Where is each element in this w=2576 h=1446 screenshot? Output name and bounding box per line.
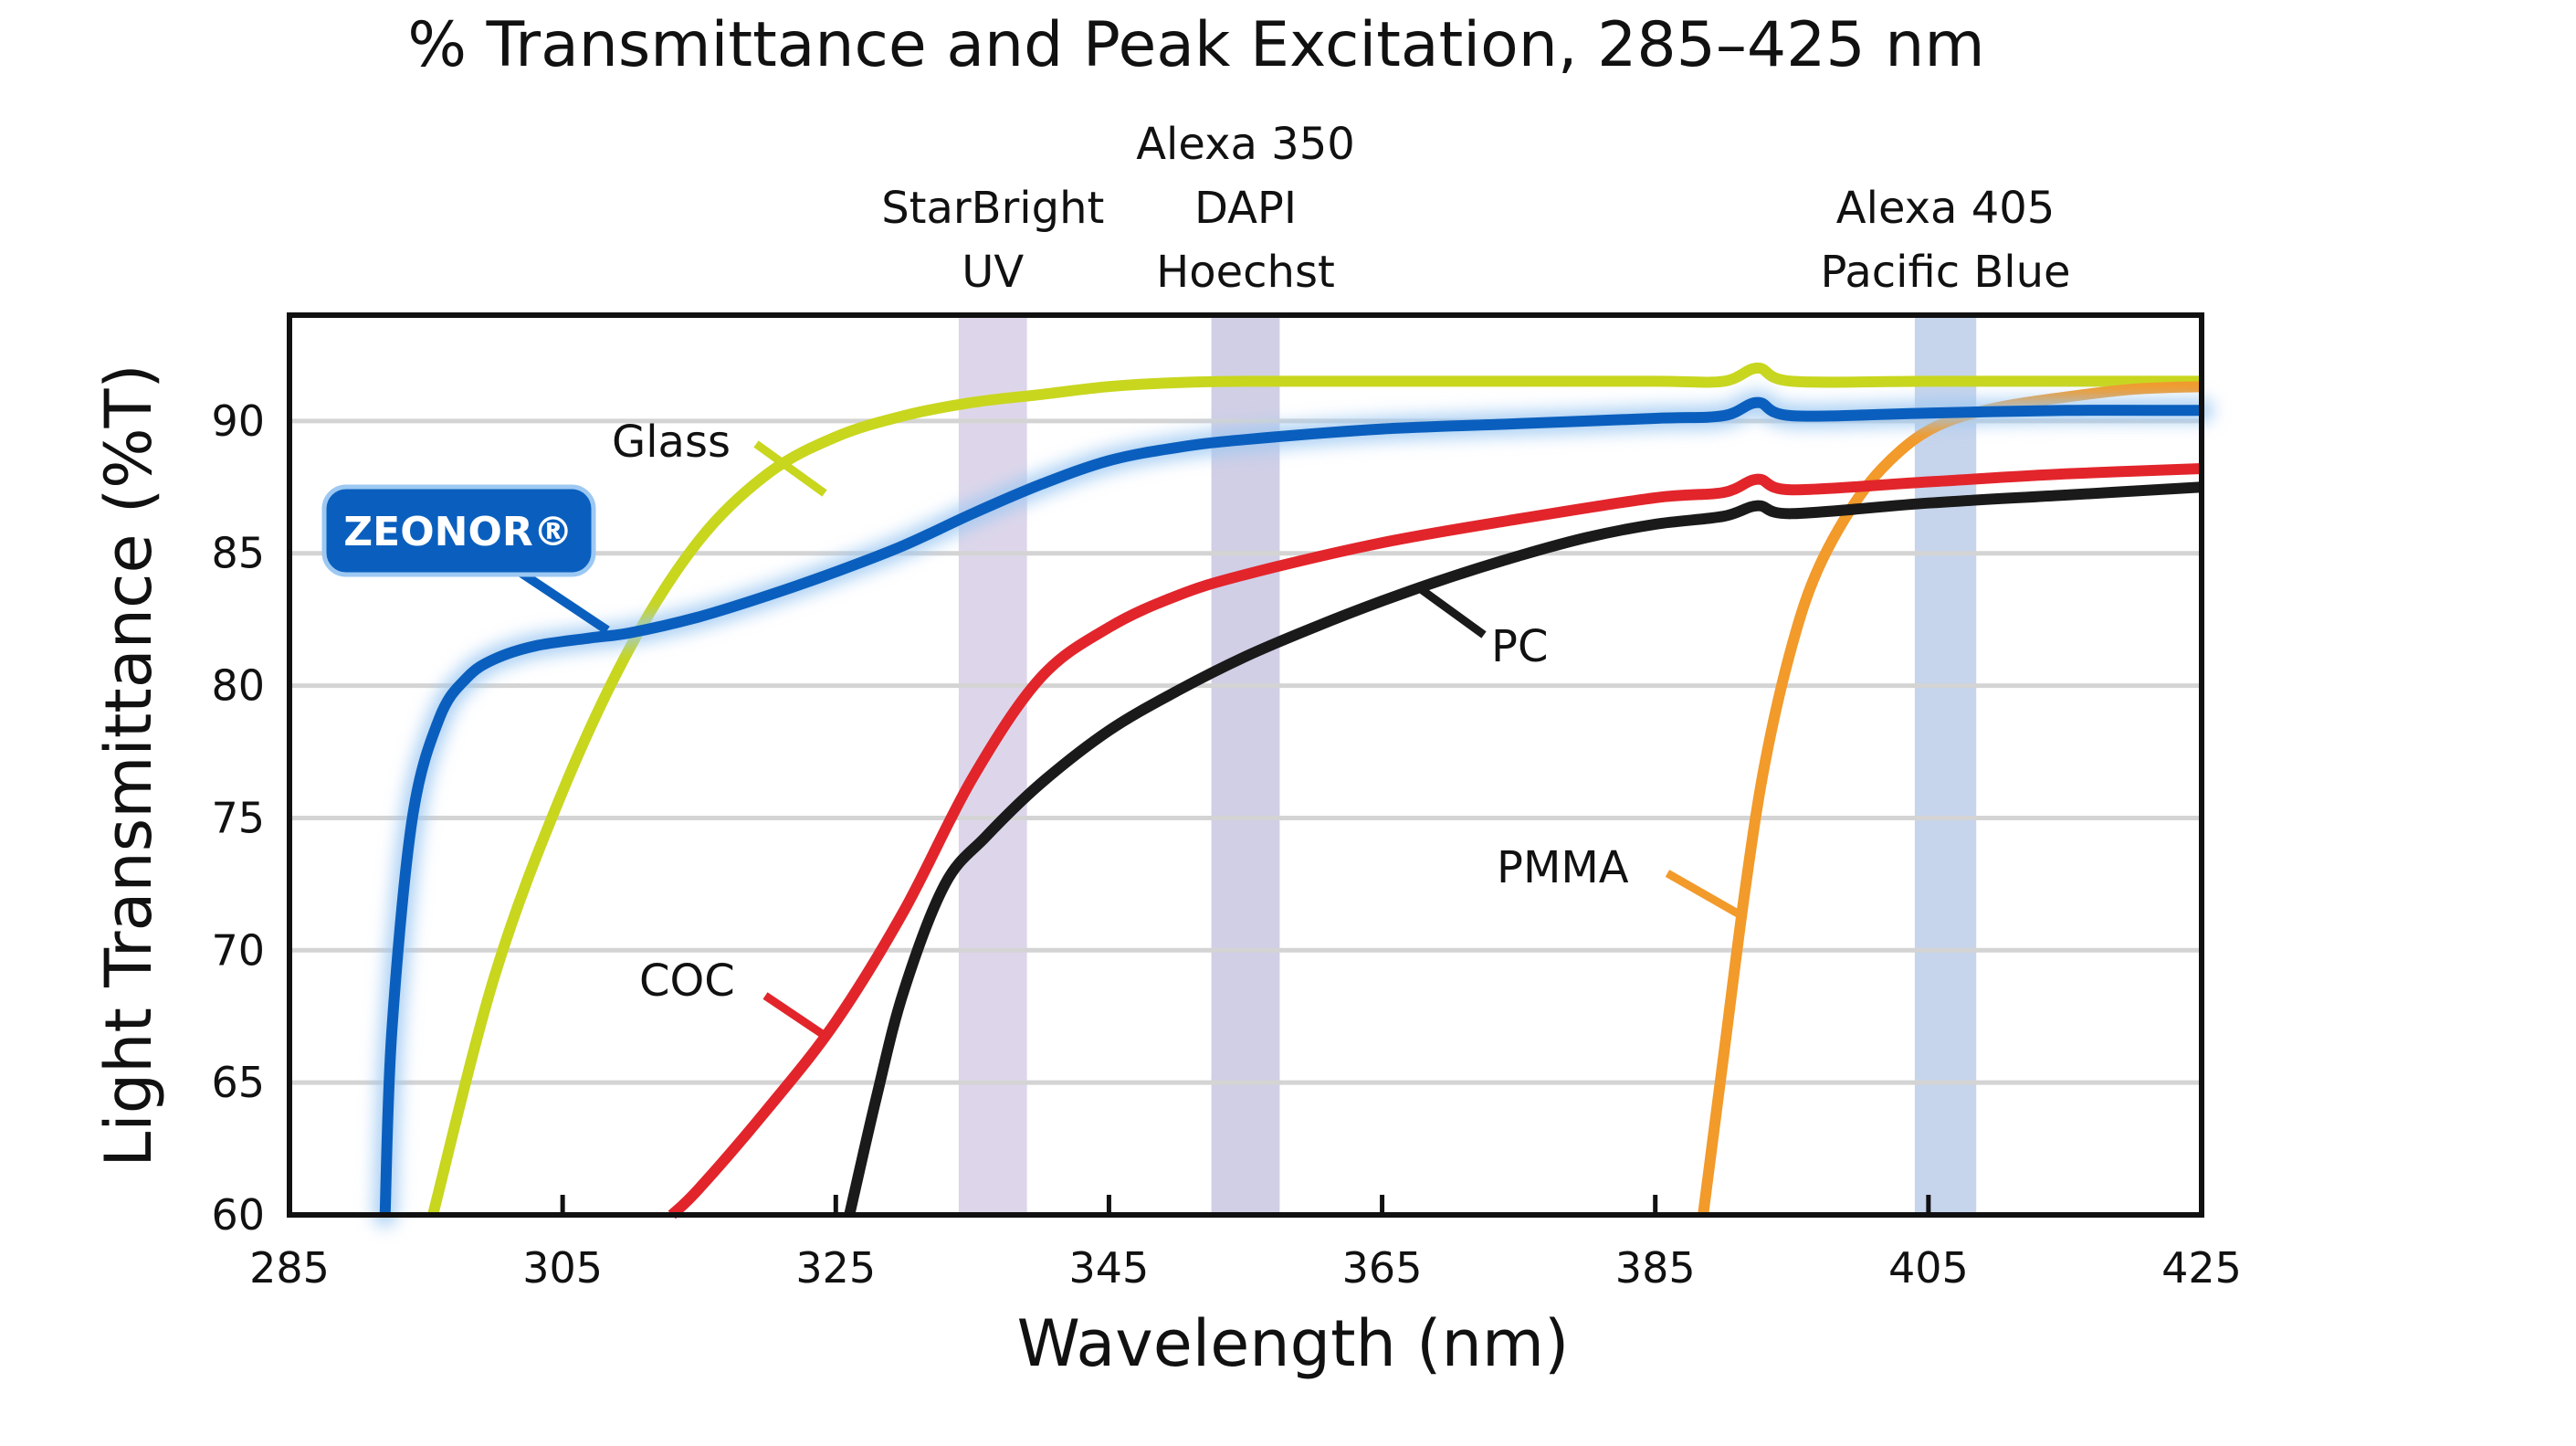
series-labels: Glass COC PC PMMA ZEONOR®: [321, 417, 1740, 1042]
y-axis-ticks: 60 65 70 75 80 85 90: [211, 396, 265, 1240]
band-label-alexa-350: Alexa 350: [1136, 119, 1355, 170]
y-axis-title: Light Transmittance (%T): [91, 364, 166, 1166]
excitation-band-starbright: [958, 315, 1027, 1215]
excitation-band-alexa-405: [1914, 315, 1977, 1215]
excitation-band-alexa-350: [1211, 315, 1280, 1215]
zeonor-badge: [321, 484, 596, 577]
x-tick-label-365: 365: [1342, 1243, 1423, 1293]
band-label-alexa-405: Alexa 405: [1836, 183, 2056, 234]
x-axis-title: Wavelength (nm): [1017, 1306, 1570, 1381]
x-axis-ticks: 285 305 325 345 365 385 405 425: [249, 1195, 2242, 1293]
y-tick-label-90: 90: [211, 396, 265, 446]
y-tick-label-80: 80: [211, 661, 265, 711]
x-tick-label-285: 285: [249, 1243, 330, 1293]
y-tick-label-65: 65: [211, 1058, 265, 1107]
excitation-band-labels: StarBright UV Alexa 350 DAPI Hoechst Alexa 40…: [881, 119, 2070, 298]
series-lines: [373, 362, 2213, 1227]
series-label-pc: PC: [1491, 621, 1548, 672]
y-tick-label-75: 75: [211, 793, 265, 842]
band-label-dapi: DAPI: [1194, 183, 1297, 234]
band-label-hoechst: Hoechst: [1156, 247, 1335, 298]
series-line-zeonor: [379, 396, 2203, 1216]
chart-title: % Transmittance and Peak Excitation, 285…: [407, 9, 1984, 81]
leader-line-pmma: [1665, 870, 1740, 917]
x-tick-label-325: 325: [795, 1243, 876, 1293]
series-line-glass: [427, 362, 2202, 1217]
band-label-pacific-blue: Pacific Blue: [1821, 247, 2071, 298]
series-label-pmma: PMMA: [1497, 842, 1629, 893]
plot-frame: [287, 312, 2204, 1218]
y-tick-label-60: 60: [211, 1190, 265, 1240]
band-label-uv: UV: [962, 247, 1024, 298]
x-tick-label-305: 305: [522, 1243, 603, 1293]
series-label-coc: COC: [639, 955, 735, 1007]
x-tick-label-425: 425: [2161, 1243, 2242, 1293]
excitation-bands: [958, 315, 1977, 1215]
series-line-coc: [668, 463, 2203, 1219]
leader-line-coc: [762, 992, 832, 1042]
leader-line-glass: [753, 440, 827, 497]
y-tick-label-85: 85: [211, 529, 265, 578]
y-tick-label-70: 70: [211, 925, 265, 975]
leader-line-zeonor: [509, 562, 610, 635]
x-tick-label-385: 385: [1615, 1243, 1696, 1293]
series-label-zeonor: ZEONOR®: [343, 509, 573, 555]
x-tick-label-345: 345: [1069, 1243, 1150, 1293]
x-tick-label-405: 405: [1888, 1243, 1969, 1293]
series-line-pc: [844, 481, 2203, 1217]
series-label-glass: Glass: [612, 417, 731, 468]
band-label-starbright: StarBright: [881, 183, 1104, 234]
leader-line-pc: [1418, 586, 1487, 639]
